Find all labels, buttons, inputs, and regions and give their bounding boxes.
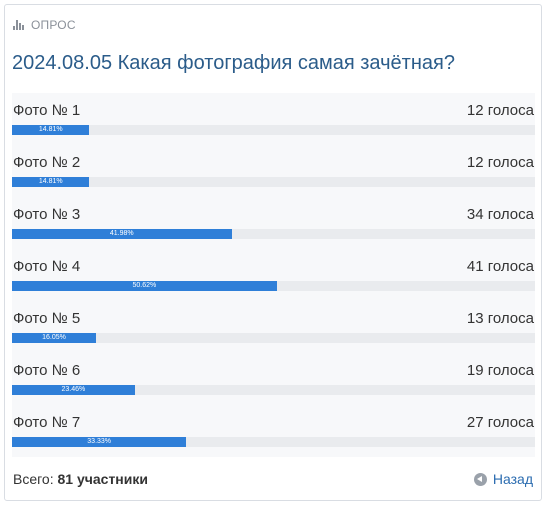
option-progress-track: 23.46% <box>12 385 535 395</box>
poll-option-3: Фото № 3 34 голоса 41.98% <box>12 197 535 249</box>
option-label: Фото № 2 <box>13 154 81 171</box>
option-progress-fill: 41.98% <box>12 229 232 239</box>
option-label: Фото № 7 <box>13 414 81 431</box>
option-percent: 16.05% <box>42 334 66 341</box>
option-label: Фото № 1 <box>13 102 81 119</box>
option-votes: 19 голоса <box>466 362 534 379</box>
option-progress-track: 14.81% <box>12 177 535 187</box>
poll-header-label: ОПРОС <box>31 18 76 32</box>
poll-total: Всего: 81 участники <box>13 471 148 487</box>
back-button-label[interactable]: Назад <box>492 471 533 487</box>
option-progress-track: 33.33% <box>12 437 535 447</box>
option-progress-fill: 14.81% <box>12 177 90 187</box>
option-progress-fill: 16.05% <box>12 333 96 343</box>
option-votes: 34 голоса <box>466 206 534 223</box>
option-percent: 23.46% <box>61 386 86 393</box>
poll-total-value: 81 участники <box>57 471 148 487</box>
option-progress-fill: 23.46% <box>12 385 135 395</box>
poll-title: 2024.08.05 Какая фотография самая зачётн… <box>12 52 455 74</box>
poll-option-2: Фото № 2 12 голоса 14.81% <box>12 145 535 197</box>
option-label: Фото № 3 <box>13 206 81 223</box>
poll-option-1: Фото № 1 12 голоса 14.81% <box>12 93 535 145</box>
poll-options: Фото № 1 12 голоса 14.81% Фото № 2 12 го… <box>12 93 535 457</box>
poll-total-label: Всего: <box>13 471 54 487</box>
poll-option-5: Фото № 5 13 голоса 16.05% <box>12 301 535 353</box>
option-progress-track: 14.81% <box>12 125 535 135</box>
bar-chart-icon <box>13 20 25 30</box>
option-progress-track: 50.62% <box>12 281 535 291</box>
option-percent: 14.81% <box>38 178 63 185</box>
option-percent: 33.33% <box>87 438 112 445</box>
back-button[interactable]: Назад <box>473 471 533 487</box>
option-votes: 13 голоса <box>466 310 534 327</box>
option-progress-fill: 14.81% <box>12 125 90 135</box>
option-progress-fill: 33.33% <box>12 437 187 447</box>
option-progress-fill: 50.62% <box>12 281 277 291</box>
option-percent: 14.81% <box>38 126 63 133</box>
arrow-left-circle-icon <box>473 472 487 486</box>
option-percent: 50.62% <box>132 282 157 289</box>
option-label: Фото № 6 <box>13 362 81 379</box>
option-votes: 41 голоса <box>466 258 534 275</box>
poll-header: ОПРОС <box>13 18 76 32</box>
option-progress-track: 16.05% <box>12 333 535 343</box>
option-votes: 12 голоса <box>466 102 534 119</box>
option-votes: 12 голоса <box>466 154 534 171</box>
poll-option-4: Фото № 4 41 голоса 50.62% <box>12 249 535 301</box>
poll-card: ОПРОС 2024.08.05 Какая фотография самая … <box>4 4 542 501</box>
option-votes: 27 голоса <box>466 414 534 431</box>
option-progress-track: 41.98% <box>12 229 535 239</box>
option-label: Фото № 4 <box>13 258 81 275</box>
option-label: Фото № 5 <box>13 310 81 327</box>
poll-option-7: Фото № 7 27 голоса 33.33% <box>12 405 535 457</box>
poll-option-6: Фото № 6 19 голоса 23.46% <box>12 353 535 405</box>
option-percent: 41.98% <box>109 230 134 237</box>
